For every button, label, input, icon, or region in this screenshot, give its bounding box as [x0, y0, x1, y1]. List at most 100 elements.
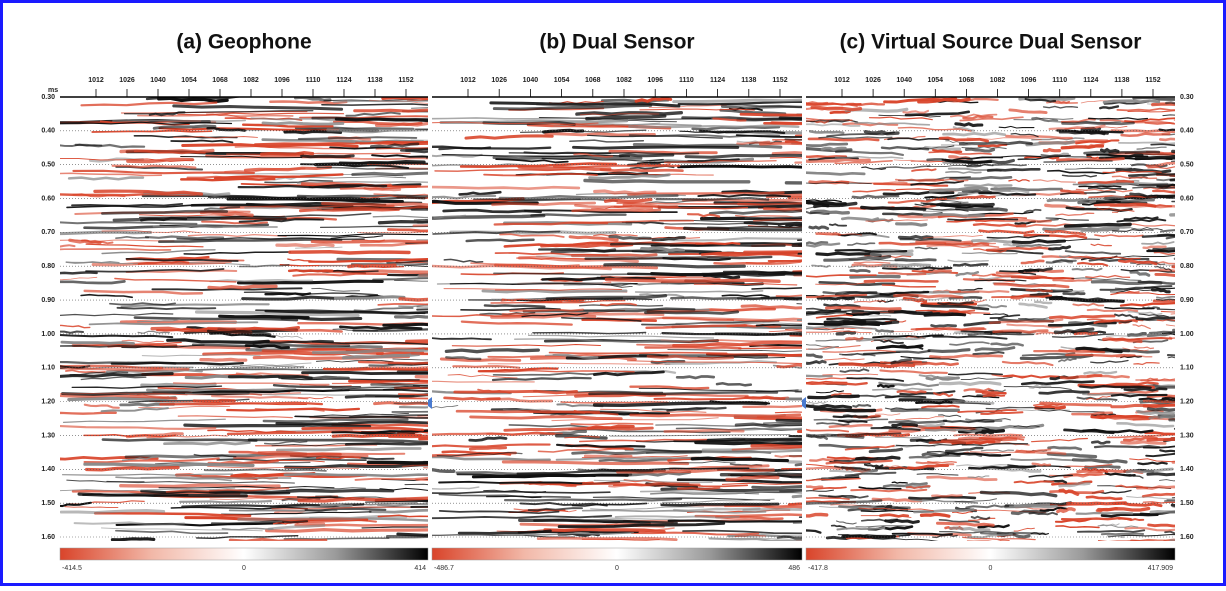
reflector: [940, 426, 990, 430]
reflector: [806, 466, 849, 470]
reflector: [675, 375, 716, 380]
reflector: [571, 449, 702, 455]
reflector: [211, 395, 309, 400]
reflector: [828, 223, 848, 227]
reflector: [220, 511, 372, 515]
reflector: [755, 323, 802, 327]
reflector: [1063, 428, 1115, 435]
reflector: [694, 513, 802, 518]
reflector: [1085, 495, 1123, 501]
colorbar: [59, 547, 429, 561]
reflector: [66, 203, 216, 209]
reflector: [875, 344, 924, 350]
reflector: [758, 273, 802, 277]
reflector: [938, 380, 1002, 387]
reflector: [850, 488, 928, 493]
reflector: [942, 131, 1007, 137]
reflector: [806, 242, 841, 248]
reflector: [868, 447, 904, 454]
reflector: [593, 189, 657, 196]
reflector: [664, 159, 777, 164]
reflector: [269, 100, 348, 105]
trace-label: 1068: [585, 77, 601, 84]
reflector: [1040, 503, 1103, 507]
reflector: [815, 314, 853, 319]
reflector: [1006, 323, 1063, 329]
reflector: [379, 487, 428, 491]
reflector: [734, 534, 766, 537]
reflector: [275, 242, 335, 248]
reflector: [432, 455, 551, 462]
reflector: [112, 215, 287, 222]
reflector: [158, 238, 343, 243]
reflector: [982, 394, 1006, 398]
reflector: [985, 246, 1052, 252]
reflector: [860, 205, 927, 211]
reflector: [815, 251, 882, 257]
reflector: [471, 473, 629, 479]
reflector: [868, 116, 933, 121]
reflector: [491, 376, 592, 382]
panel-title: (c) Virtual Source Dual Sensor: [840, 31, 1142, 54]
reflector: [116, 306, 217, 311]
reflector: [295, 246, 343, 249]
reflector: [751, 287, 802, 290]
reflector: [60, 221, 198, 225]
reflector: [112, 119, 246, 123]
reflector: [254, 459, 325, 463]
reflector: [433, 214, 467, 219]
reflector: [806, 119, 850, 123]
reflector: [492, 155, 643, 161]
reflector: [806, 325, 877, 330]
reflector: [469, 415, 623, 421]
reflector: [1042, 147, 1062, 153]
reflector: [915, 402, 991, 405]
reflector: [527, 507, 583, 512]
reflector: [331, 423, 428, 427]
reflector: [1156, 318, 1175, 322]
reflector: [270, 334, 303, 339]
reflector: [818, 136, 893, 140]
reflector: [916, 473, 959, 476]
reflector: [1064, 167, 1133, 170]
reflector: [836, 527, 886, 531]
reflector: [1136, 146, 1167, 150]
reflector: [806, 310, 847, 316]
reflector: [823, 254, 892, 262]
reflector: [662, 316, 802, 322]
reflector: [1010, 457, 1073, 462]
reflector: [60, 340, 135, 345]
reflector: [447, 374, 518, 379]
reflector: [878, 241, 947, 246]
reflector: [1046, 452, 1098, 459]
reflector: [599, 302, 637, 307]
reflector: [1134, 155, 1175, 161]
reflector: [1094, 234, 1144, 238]
reflector: [206, 326, 343, 333]
reflector: [1156, 308, 1175, 311]
reflector: [397, 393, 428, 396]
reflector: [736, 140, 771, 145]
reflector: [1068, 256, 1141, 260]
reflector: [839, 352, 876, 357]
reflector: [1086, 395, 1111, 400]
reflector: [60, 271, 98, 275]
reflector: [1062, 291, 1086, 296]
reflector: [928, 151, 992, 155]
reflector: [865, 219, 929, 222]
reflector: [1029, 292, 1049, 298]
trace-label: 1054: [928, 77, 944, 84]
reflector: [1120, 132, 1171, 137]
reflector: [561, 316, 642, 322]
reflector: [207, 466, 360, 469]
reflector: [839, 368, 870, 373]
reflector: [1037, 409, 1105, 413]
reflector: [326, 128, 428, 132]
reflector: [939, 530, 1010, 534]
reflector: [818, 494, 869, 499]
reflector: [73, 521, 186, 526]
reflector: [276, 447, 422, 452]
reflector: [815, 231, 841, 236]
reflector: [387, 228, 428, 233]
reflector: [1011, 238, 1066, 245]
